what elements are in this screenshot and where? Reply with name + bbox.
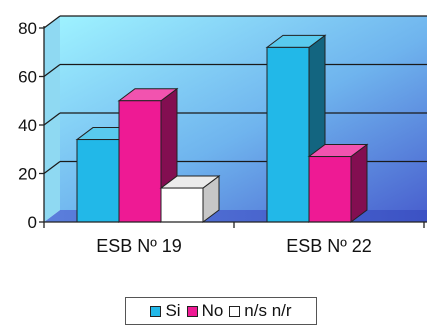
bar-si-2 (265, 34, 327, 223)
x-category-label: ESB Nº 22 (286, 236, 372, 256)
legend-item-ns-nr: n/s n/r (229, 301, 292, 321)
bar-no-2 (307, 143, 369, 223)
y-tick-label: 40 (18, 116, 37, 135)
x-category-label: ESB Nº 19 (96, 236, 182, 256)
gridline-side (43, 15, 61, 29)
bar-front (266, 46, 310, 223)
legend-swatch-no (186, 305, 198, 317)
legend-item-no: No (186, 301, 224, 321)
legend-label-no: No (201, 301, 224, 320)
legend-item-si: Si (150, 301, 181, 321)
y-tick-label: 20 (18, 165, 37, 184)
legend-swatch-ns-nr (229, 305, 241, 317)
bar-front (118, 100, 162, 223)
y-tick-label: 80 (18, 19, 37, 38)
bar-no-1 (117, 87, 179, 223)
gridline-side (43, 112, 61, 126)
gridline-side (43, 161, 61, 174)
y-tick-label: 0 (28, 213, 37, 232)
gridline-side (43, 64, 61, 77)
bar-front (308, 156, 352, 223)
bar-side (350, 143, 368, 223)
legend-swatch-si (150, 305, 162, 317)
legend-label-ns-nr: n/s n/r (244, 301, 292, 320)
y-tick-label: 60 (18, 68, 37, 87)
bar-front (76, 139, 120, 223)
bar-n-s-n-r-1 (159, 175, 221, 223)
legend-label-si: Si (165, 301, 181, 320)
bar-front (160, 187, 204, 223)
legend: Si No n/s n/r (125, 297, 317, 325)
